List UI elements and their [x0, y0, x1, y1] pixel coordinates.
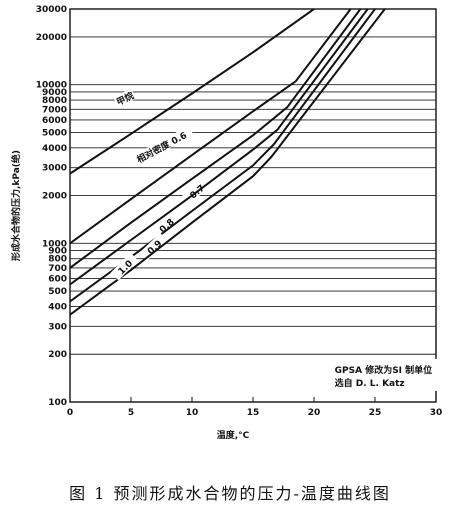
y-tick-label: 3000 [42, 164, 67, 174]
curve-line [70, 9, 362, 269]
curve-line [70, 9, 315, 175]
curve-label-bg [151, 211, 181, 239]
y-tick-label: 900 [48, 247, 67, 257]
y-tick-label: 9000 [42, 88, 67, 98]
axis-ticks: 1002003004005006007008009001000200030004… [36, 5, 443, 418]
curve-line [70, 9, 376, 303]
y-tick-label: 100 [48, 398, 67, 408]
y-tick-label: 4000 [42, 144, 67, 154]
y-tick-label: 500 [48, 287, 67, 297]
y-tick-label: 1000 [42, 239, 67, 249]
plot-frame [69, 8, 437, 403]
x-tick-label: 20 [308, 408, 321, 418]
curve-label-bg [128, 125, 194, 168]
curve-line [70, 9, 369, 286]
y-tick-label: 400 [48, 302, 67, 312]
curve-label-bg [113, 88, 137, 108]
x-tick-label: 30 [430, 408, 443, 418]
curve-line [70, 9, 352, 245]
y-axis-label: 形成水合物的压力,kPa(绝) [10, 150, 22, 261]
y-tick-label: 2000 [42, 192, 67, 202]
y-tick-label: 30000 [36, 5, 67, 15]
curve-label-bg [110, 252, 139, 281]
y-tick-label: 20000 [36, 33, 67, 43]
y-tick-label: 800 [48, 255, 67, 265]
y-tick-label: 7000 [42, 105, 67, 115]
x-tick-label: 10 [186, 408, 199, 418]
y-tick-label: 10000 [36, 81, 67, 91]
note-box [328, 358, 460, 391]
gridlines [70, 8, 436, 403]
x-tick-label: 25 [369, 408, 382, 418]
x-tick-label: 5 [128, 408, 134, 418]
curve-label-bg [139, 232, 168, 261]
y-tick-label: 600 [48, 275, 67, 285]
figure-caption: 图 1 预测形成水合物的压力-温度曲线图 [69, 484, 391, 503]
y-tick-label: 200 [48, 350, 67, 360]
y-tick-label: 6000 [42, 116, 67, 126]
note-line: GPSA 修改为SI 制单位 [335, 364, 433, 376]
y-tick-label: 8000 [42, 96, 67, 106]
x-axis-label: 温度,°C [217, 429, 250, 440]
x-tick-label: 0 [67, 408, 73, 418]
y-tick-label: 300 [48, 322, 67, 332]
y-tick-label: 700 [48, 264, 67, 274]
x-tick-label: 15 [247, 408, 260, 418]
y-tick-label: 5000 [42, 128, 67, 138]
note-line: 选自 D. L. Katz [335, 377, 405, 389]
